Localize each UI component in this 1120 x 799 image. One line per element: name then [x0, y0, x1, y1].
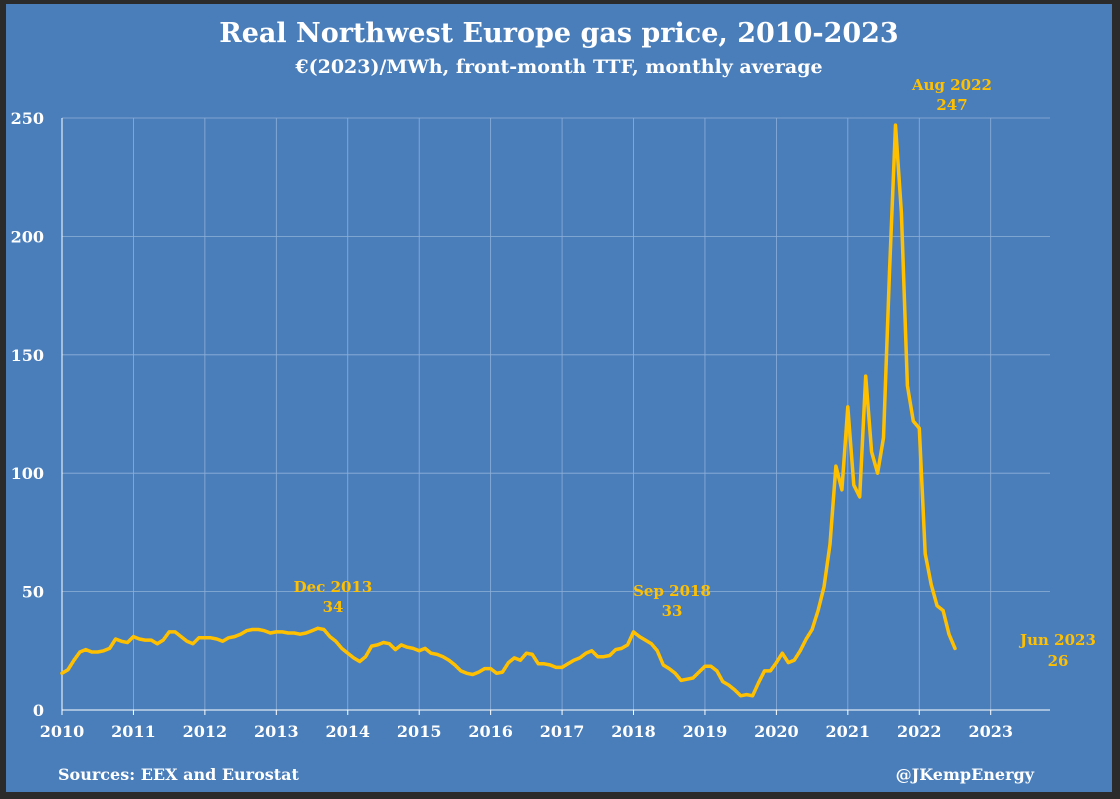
x-tick-label: 2013	[254, 722, 299, 741]
y-tick-label: 50	[22, 583, 44, 602]
chart-panel: Real Northwest Europe gas price, 2010-20…	[6, 4, 1112, 792]
annotation-date: Jun 2023	[1018, 631, 1096, 649]
y-tick-label: 0	[33, 701, 44, 720]
annotation-value: 34	[323, 598, 344, 616]
x-tick-label: 2017	[540, 722, 585, 741]
x-tick-label: 2021	[826, 722, 871, 741]
source-note: Sources: EEX and Eurostat	[58, 765, 299, 784]
annotation-value: 26	[1048, 652, 1069, 670]
y-tick-label: 200	[11, 227, 44, 246]
annotation-date: Dec 2013	[294, 578, 373, 596]
x-tick-label: 2010	[40, 722, 85, 741]
y-tick-label: 250	[11, 109, 44, 128]
y-tick-label: 150	[11, 346, 44, 365]
x-tick-label: 2022	[897, 722, 942, 741]
annotation-value: 247	[936, 96, 967, 114]
x-tick-label: 2020	[754, 722, 799, 741]
x-tick-label: 2015	[397, 722, 442, 741]
annotation-value: 33	[662, 602, 683, 620]
x-tick-label: 2023	[968, 722, 1013, 741]
chart-subtitle: €(2023)/MWh, front-month TTF, monthly av…	[295, 56, 823, 78]
price-series-line	[60, 123, 957, 698]
x-tick-label: 2014	[325, 722, 370, 741]
x-tick-label: 2019	[683, 722, 728, 741]
x-tick-label: 2012	[183, 722, 228, 741]
annotation-date: Sep 2018	[633, 582, 711, 600]
chart-title: Real Northwest Europe gas price, 2010-20…	[219, 18, 899, 49]
x-tick-label: 2011	[111, 722, 156, 741]
x-tick-label: 2016	[468, 722, 513, 741]
y-tick-label: 100	[11, 464, 44, 483]
author-credit: @JKempEnergy	[895, 765, 1034, 784]
annotation-date: Aug 2022	[911, 76, 992, 94]
x-tick-label: 2018	[611, 722, 656, 741]
